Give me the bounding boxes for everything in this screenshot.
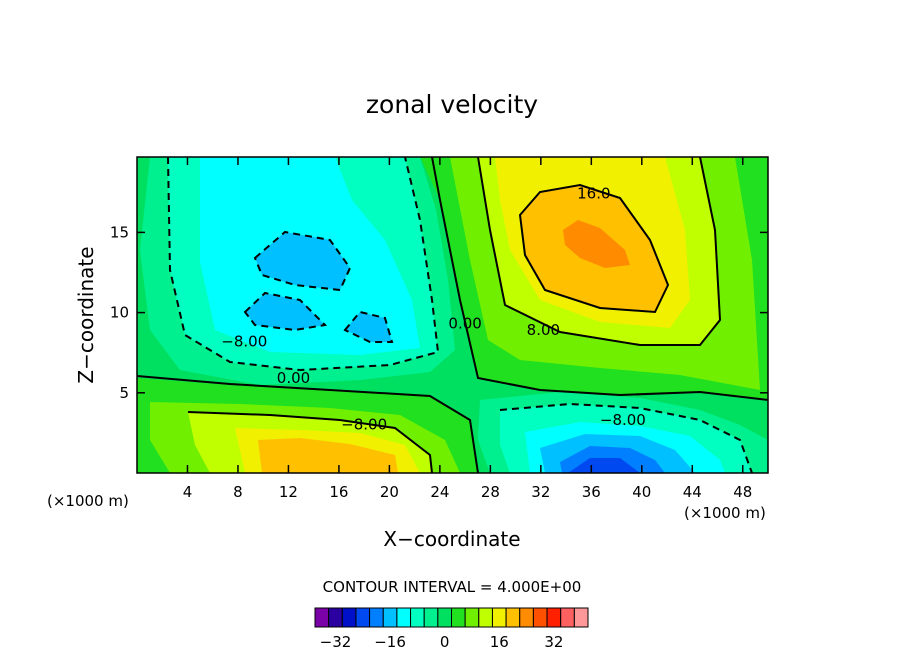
contour-line-minus-8-upper	[167, 157, 440, 372]
colorbar-tick-label: −16	[374, 633, 406, 651]
contour-label: −8.00	[341, 416, 387, 434]
colorbar-swatch	[519, 607, 534, 628]
x-units-right: (×1000 m)	[684, 504, 766, 522]
colorbar-swatch	[491, 607, 507, 628]
contour-label: 0.00	[277, 369, 310, 387]
x-tick-label: 20	[380, 483, 399, 501]
colorbar-swatch	[437, 607, 453, 628]
contour-field	[137, 157, 768, 473]
x-tick-label: 44	[683, 483, 702, 501]
x-tick-label: 24	[430, 483, 449, 501]
contour-label: −8.00	[221, 332, 267, 350]
colorbar-swatch	[382, 607, 398, 628]
contour-line-8-upper	[477, 157, 722, 346]
x-tick-label: 4	[183, 483, 193, 501]
colorbar-swatch	[573, 607, 589, 628]
contour-line-16	[518, 183, 670, 314]
region-plus-20-bottom	[258, 438, 398, 473]
y-tick-label: 15	[110, 223, 129, 241]
colorbar-swatch	[560, 607, 575, 628]
x-axis-ticks: 4 8 12 16 20 24 28 32 36 40 44 48	[183, 157, 752, 501]
contour-line-0-upper	[431, 157, 768, 401]
colorbar-swatch	[546, 607, 562, 628]
x-axis-label: X−coordinate	[383, 527, 520, 551]
colorbar-swatch	[505, 607, 521, 628]
x-tick-label: 12	[279, 483, 298, 501]
region-minus-16-b	[245, 293, 325, 330]
colorbar-swatch	[451, 607, 466, 628]
colorbar-swatch	[328, 607, 343, 628]
colorbar-swatch	[410, 607, 425, 628]
colorbar-swatch	[464, 607, 480, 628]
x-tick-label: 36	[582, 483, 601, 501]
x-tick-label: 48	[733, 483, 752, 501]
contour-line-minus-16-c	[343, 310, 394, 343]
contour-label: 8.00	[527, 321, 560, 339]
x-tick-label: 32	[531, 483, 550, 501]
region-minus-24-lower	[568, 458, 640, 473]
colorbar-swatch	[369, 607, 384, 628]
x-tick-label: 16	[329, 483, 348, 501]
colorbar-tick-label: 0	[440, 633, 450, 651]
contour-line-minus-16-a	[253, 230, 352, 292]
plot-frame	[136, 156, 769, 474]
y-axis-label: Z−coordinate	[74, 246, 98, 383]
colorbar-tick-label: −32	[320, 633, 352, 651]
contour-labels: 16.0 8.00 0.00 −8.00 0.00 −8.00 −8.00	[221, 185, 646, 434]
colorbar: −32 −16 0 16 32	[314, 607, 589, 651]
colorbar-tick-label: 32	[544, 633, 563, 651]
chart-title: zonal velocity	[366, 90, 538, 119]
y-tick-label: 10	[110, 304, 129, 322]
x-tick-label: 40	[632, 483, 651, 501]
contour-interval-text: CONTOUR INTERVAL = 4.000E+00	[323, 578, 582, 596]
x-tick-label: 28	[481, 483, 500, 501]
region-plus-24-upper	[563, 220, 630, 268]
contour-label: −8.00	[600, 411, 646, 429]
colorbar-tick-label: 16	[490, 633, 509, 651]
colorbar-swatch	[423, 607, 439, 628]
contour-line-0-lower	[137, 375, 479, 473]
contour-label: 0.00	[448, 315, 481, 333]
colorbar-swatch	[355, 607, 371, 628]
colorbar-swatch	[532, 607, 548, 628]
region-minus-16-a	[255, 232, 350, 290]
contour-line-minus-8-lower	[499, 402, 753, 473]
x-units-left: (×1000 m)	[47, 492, 129, 510]
y-tick-label: 5	[119, 384, 129, 402]
contour-label: 16.0	[577, 185, 610, 203]
contour-line-8-bottom	[187, 411, 433, 473]
region-minus-16-c	[345, 312, 392, 342]
x-tick-label: 8	[233, 483, 243, 501]
y-axis-ticks: 5 10 15	[110, 223, 768, 402]
colorbar-swatch	[478, 607, 493, 628]
colorbar-swatch	[314, 607, 330, 628]
colorbar-swatch	[341, 607, 357, 628]
contour-line-minus-16-b	[243, 291, 328, 332]
colorbar-swatch	[396, 607, 412, 628]
